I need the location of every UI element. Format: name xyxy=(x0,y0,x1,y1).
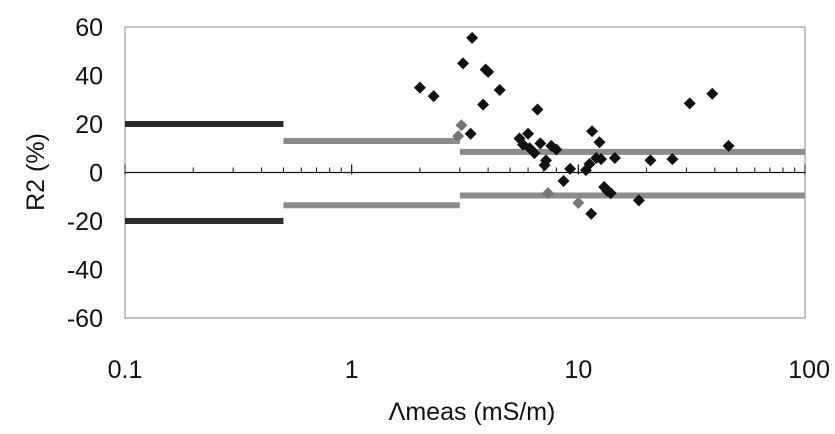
data-point xyxy=(457,57,470,70)
x-tick-label: 0.1 xyxy=(108,356,143,384)
data-point xyxy=(683,97,696,110)
y-tick-label: -20 xyxy=(67,208,103,236)
data-point-grey xyxy=(455,119,468,132)
data-point xyxy=(564,162,577,175)
data-point xyxy=(413,81,426,94)
y-tick-label: 40 xyxy=(75,63,103,91)
y-tick-label: 60 xyxy=(75,14,103,42)
data-point xyxy=(466,31,479,44)
data-points xyxy=(413,31,735,220)
zero-axis xyxy=(124,164,806,175)
data-point xyxy=(666,153,679,166)
data-point xyxy=(586,125,599,138)
x-axis-title: Λmeas (mS/m) xyxy=(389,398,556,426)
data-point-grey xyxy=(572,196,585,209)
data-point xyxy=(595,153,608,166)
x-tick-label: 100 xyxy=(788,356,830,384)
data-point xyxy=(482,65,495,78)
data-point xyxy=(534,137,547,150)
y-tick-label: -40 xyxy=(67,257,103,285)
x-tick-label: 10 xyxy=(564,356,592,384)
data-point xyxy=(557,174,570,187)
data-point xyxy=(632,194,645,207)
data-point xyxy=(539,154,552,167)
data-point xyxy=(427,90,440,103)
x-tick-label: 1 xyxy=(345,356,359,384)
data-point xyxy=(531,103,544,116)
data-point xyxy=(550,143,563,156)
data-point xyxy=(464,127,477,140)
data-point xyxy=(644,154,657,167)
data-point xyxy=(477,98,490,111)
y-tick-label: 20 xyxy=(75,111,103,139)
y-axis-title: R2 (%) xyxy=(22,133,50,211)
y-tick-label: -60 xyxy=(67,305,103,333)
data-point xyxy=(608,151,621,164)
data-point xyxy=(604,187,617,200)
data-point xyxy=(585,207,598,220)
data-point xyxy=(706,87,719,100)
data-point xyxy=(528,147,541,160)
data-point xyxy=(583,158,596,171)
step-lines xyxy=(125,121,805,224)
x-tick-labels: 0.1 1 10 100 xyxy=(108,356,830,384)
data-point-grey xyxy=(452,130,465,143)
data-point xyxy=(493,84,506,97)
data-point xyxy=(722,139,735,152)
data-point xyxy=(593,136,606,149)
data-point-grey xyxy=(542,187,555,200)
data-point xyxy=(522,127,535,140)
y-tick-labels: 60 40 20 0 -20 -40 -60 xyxy=(67,14,103,333)
y-tick-label: 0 xyxy=(89,160,103,188)
